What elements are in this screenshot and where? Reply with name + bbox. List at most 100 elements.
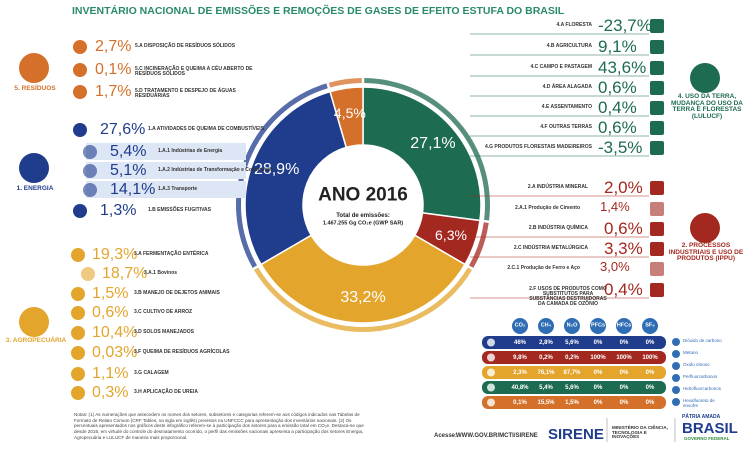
item-value: 3,0% — [600, 259, 630, 274]
gas-badge — [538, 318, 554, 334]
table-row — [482, 366, 666, 379]
gas-header: SF₆ — [645, 322, 655, 329]
item-icon — [650, 81, 664, 95]
item-icon — [650, 202, 664, 216]
legend-icon — [672, 386, 680, 394]
table-cell: 0% — [593, 384, 603, 391]
sector-icon — [19, 307, 49, 337]
item-icon — [83, 183, 97, 197]
footer-government: GOVERNO FEDERAL — [684, 436, 730, 441]
slice-label: 6,3% — [435, 227, 467, 244]
slice-label: 28,9% — [253, 161, 300, 179]
gas-header: CH₄ — [540, 322, 552, 329]
legend-icon — [672, 398, 680, 406]
table-cell: 0% — [645, 399, 655, 406]
item-label: 4.F OUTRAS TERRAS — [540, 124, 592, 130]
table-cell: 9,8% — [513, 354, 527, 361]
item-icon — [71, 386, 85, 400]
item-value: 0,6% — [92, 304, 129, 321]
item-label: 5.A DISPOSIÇÃO DE RESÍDUOS SÓLIDOS — [135, 43, 236, 49]
gas-header: HFCs — [616, 322, 632, 329]
item-label: 1.A ATIVIDADES DE QUEIMA DE COMBUSTÍVEIS — [148, 126, 265, 132]
legend-icon — [672, 362, 680, 370]
item-value: -3,5% — [598, 138, 643, 157]
item-icon — [650, 242, 664, 256]
donut-outer-ring — [469, 222, 489, 268]
item-icon — [73, 63, 87, 77]
item-label: 4.B AGRICULTURA — [546, 43, 592, 49]
item-value: 1,5% — [92, 285, 129, 302]
item-label: 2.B INDÚSTRIA QUÍMICA — [528, 225, 588, 231]
item-icon — [650, 141, 664, 155]
table-cell: 2,8% — [539, 339, 553, 346]
sector-label: 4. USO DA TERRA, MUDANÇA DO USO DA TERRA… — [671, 93, 743, 120]
row-icon — [487, 398, 495, 407]
row-icon — [487, 353, 495, 362]
table-cell: 0% — [593, 339, 603, 346]
footer-country: BRASIL — [682, 420, 738, 437]
sector-icon — [690, 213, 720, 243]
donut-slice — [329, 86, 364, 149]
donut-outer-ring — [328, 78, 362, 88]
item-label: 5.D TRATAMENTO E DESPEJO DE ÁGUAS RESIDU… — [135, 88, 236, 99]
footer-sirene: SIRENE — [548, 426, 604, 443]
table-cell: 0% — [593, 399, 603, 406]
footer-ministry: MINISTÉRIO DA CIÊNCIA, TECNOLOGIA E INOV… — [612, 425, 668, 440]
item-value: 43,6% — [598, 58, 647, 77]
legend-label: Metano — [683, 350, 699, 355]
table-cell: 46% — [513, 339, 527, 346]
table-cell: 2,3% — [513, 369, 527, 376]
item-icon — [650, 101, 664, 115]
slice-label: 4,5% — [333, 104, 366, 121]
item-label: 4.E ASSENTAMENTO — [541, 104, 592, 110]
item-icon — [73, 85, 87, 99]
item-label: 4.G PRODUTOS FLORESTAIS MADEIREIROS — [484, 144, 592, 150]
item-value: 3,3% — [604, 239, 643, 258]
row-icon — [487, 383, 495, 392]
item-value: 27,6% — [100, 121, 146, 138]
legend-icon — [672, 374, 680, 382]
footer-url: WWW.GOV.BR/MCTI/SIRENE — [456, 433, 538, 439]
gas-badge — [512, 318, 528, 334]
table-row — [482, 336, 666, 349]
item-value: 2,0% — [604, 178, 643, 197]
item-value: 5,4% — [110, 143, 147, 160]
item-label: 3.A FERMENTAÇÃO ENTÉRICA — [134, 251, 209, 257]
item-value: 1,4% — [600, 199, 630, 214]
item-value: 0,03% — [92, 344, 138, 361]
item-label: 1.B EMISSÕES FUGITIVAS — [148, 207, 211, 213]
item-value: 0,4% — [604, 280, 643, 299]
item-value: 1,7% — [95, 83, 132, 100]
donut-slice — [260, 234, 466, 324]
item-icon — [650, 181, 664, 195]
item-value: 0,6% — [598, 78, 637, 97]
item-value: 5,1% — [110, 162, 147, 179]
sector-icon — [690, 63, 720, 93]
donut-outer-ring — [235, 83, 328, 268]
gas-badge — [642, 318, 658, 334]
legend-label: Óxido nitroso — [683, 362, 710, 367]
gas-badge — [616, 318, 632, 334]
sub-item-band — [86, 181, 246, 198]
item-label: 3.G CALAGEM — [134, 370, 169, 376]
item-icon — [650, 61, 664, 75]
item-label: 5.C INCINERAÇÃO E QUEIMA A CÉU ABERTO DE… — [135, 66, 253, 77]
item-value: 18,7% — [102, 265, 148, 282]
table-cell: 0,1% — [513, 399, 527, 406]
item-icon — [71, 287, 85, 301]
sub-item-band — [86, 143, 246, 160]
center-subtitle: Total de emissões: — [336, 213, 390, 219]
item-label: 2.C INDÚSTRIA METALÚRGICA — [513, 245, 588, 251]
item-icon — [650, 19, 664, 33]
item-icon — [71, 326, 85, 340]
legend-label: Perfluorcarbonos — [683, 374, 718, 379]
item-value: 1,1% — [92, 365, 129, 382]
item-value: 0,6% — [604, 219, 643, 238]
item-icon — [650, 262, 664, 276]
legend-label: Dióxido de carbono — [683, 338, 722, 343]
table-cell: 15,5% — [537, 399, 555, 406]
table-cell: 0% — [619, 384, 629, 391]
item-icon — [71, 248, 85, 262]
